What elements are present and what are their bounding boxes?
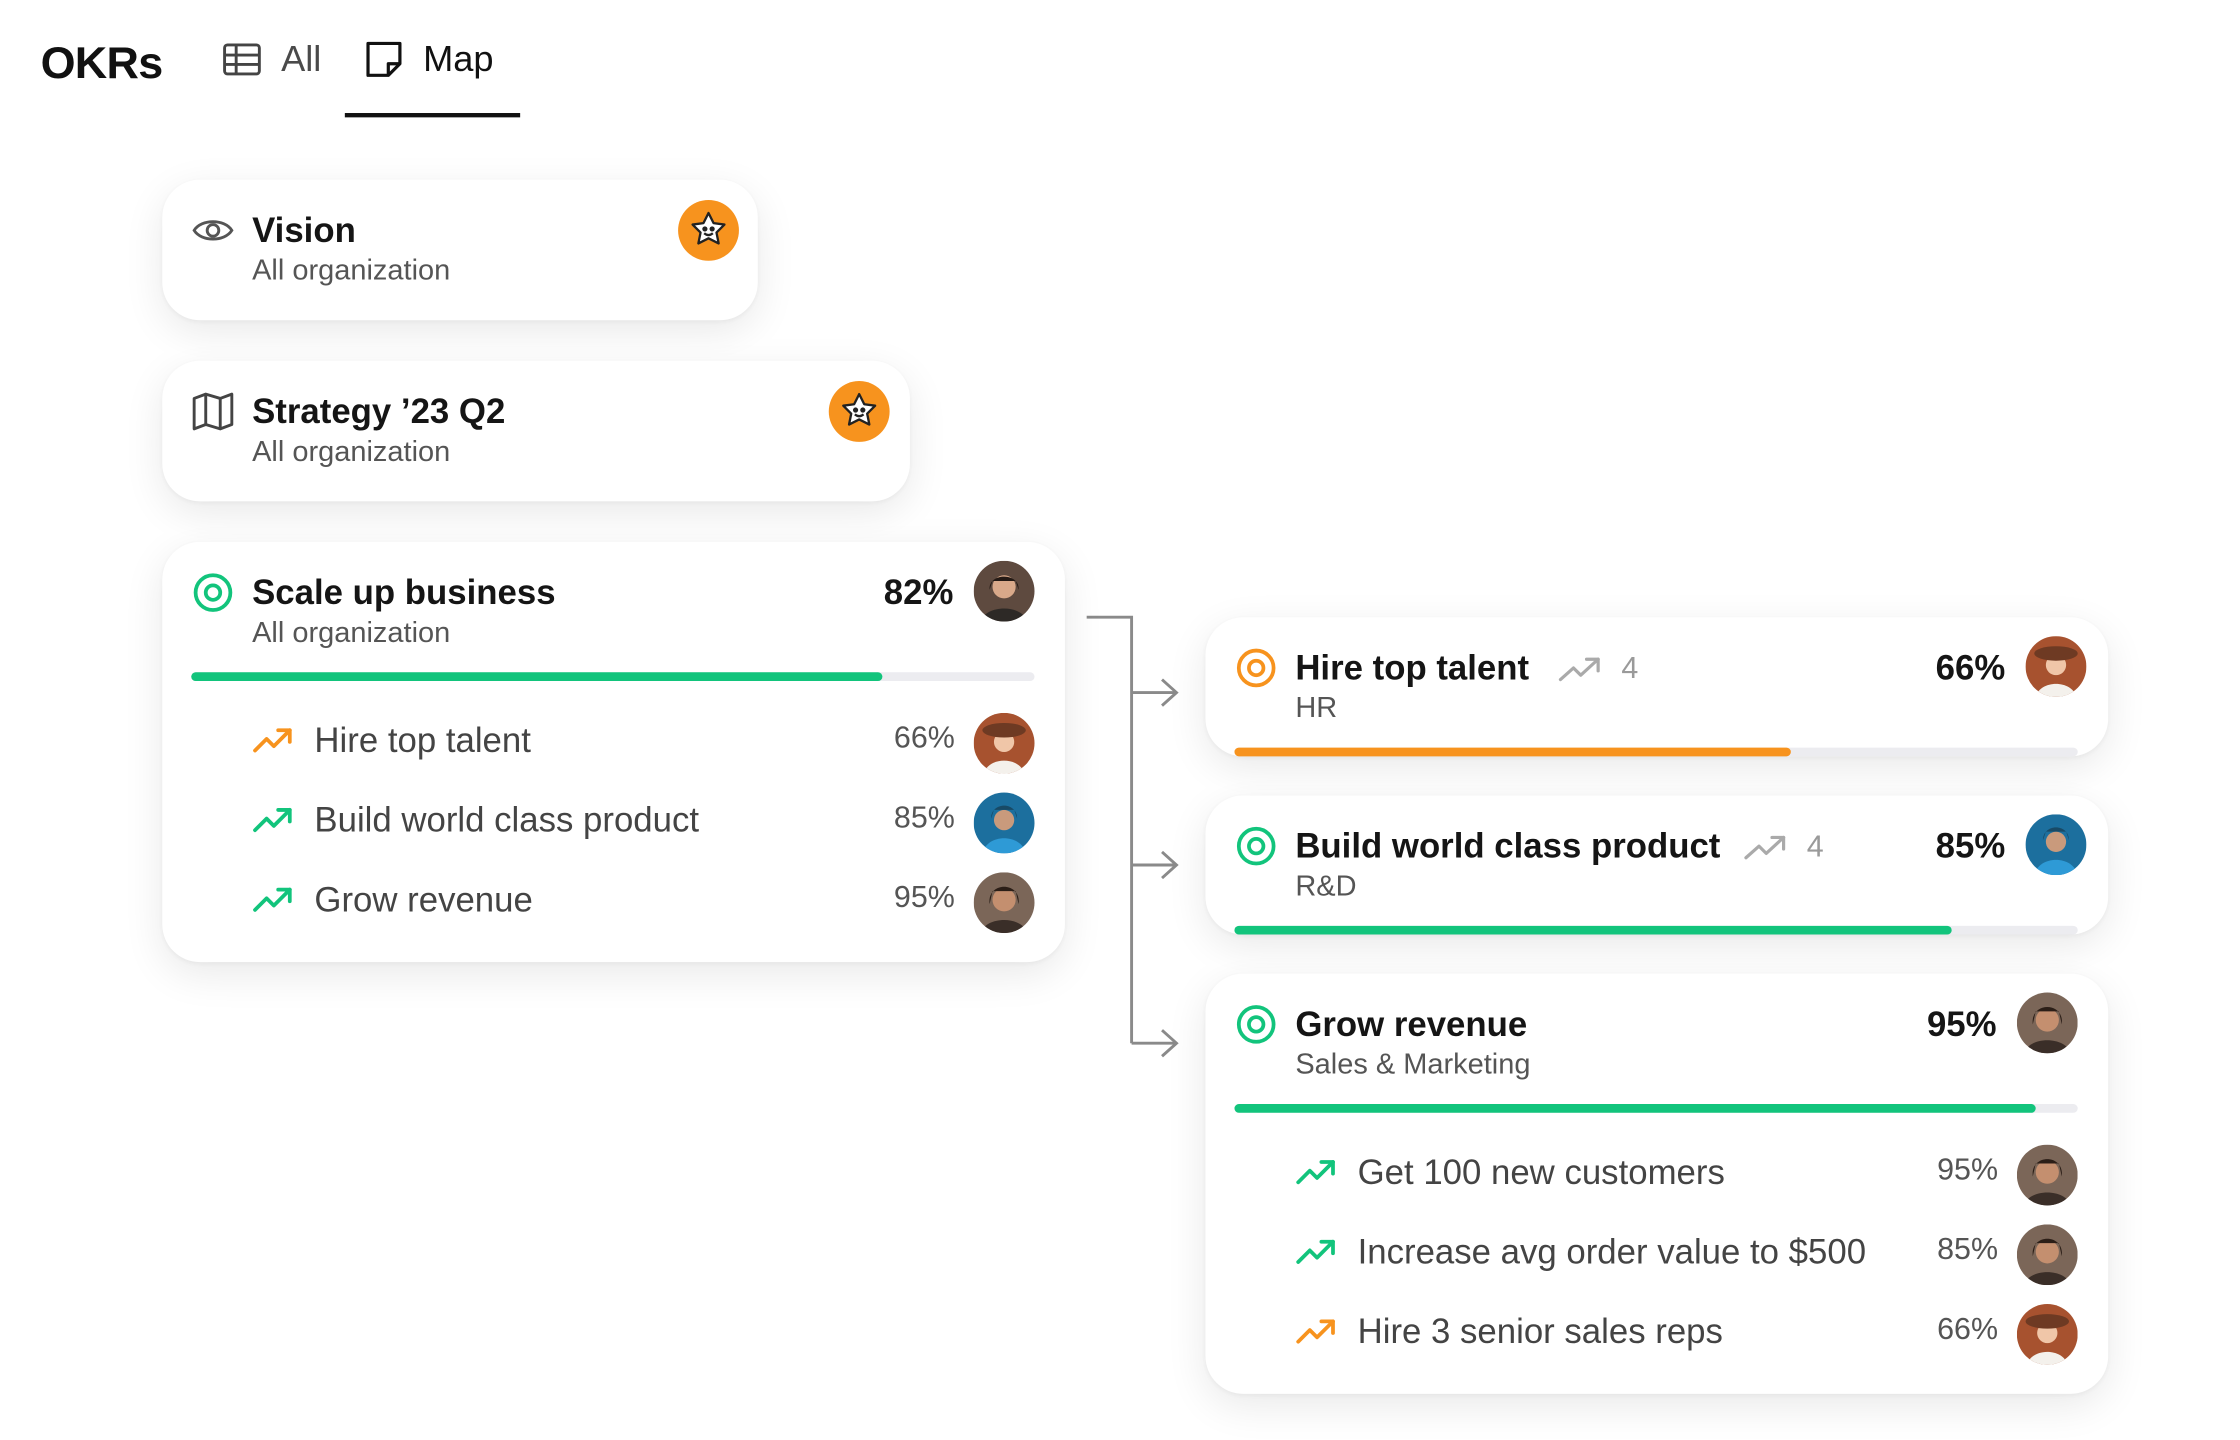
person-avatar-icon xyxy=(973,792,1035,854)
strategy-card[interactable]: Strategy ’23 Q2 All organization xyxy=(162,360,910,502)
objective-percent: 66% xyxy=(1935,649,2006,689)
person-avatar-icon xyxy=(973,560,1035,622)
key-result-label: Increase avg order value to $500 xyxy=(1357,1233,1867,1273)
objective-progress-bar xyxy=(191,672,1035,681)
target-icon xyxy=(1236,826,1276,866)
objective-title: Build world class product xyxy=(1295,827,1721,867)
vision-card[interactable]: Vision All organization xyxy=(162,179,758,321)
objective-card-build-product[interactable]: Build world class product 4 R&D 85% xyxy=(1205,795,2109,935)
trend-up-icon xyxy=(1296,1319,1335,1344)
key-result-label: Hire 3 senior sales reps xyxy=(1357,1312,1723,1352)
key-result-row[interactable]: Increase avg order value to $500 85% xyxy=(1295,1224,2078,1286)
table-icon xyxy=(223,43,261,76)
trend-up-icon xyxy=(253,887,292,912)
person-avatar-icon xyxy=(973,872,1035,934)
objective-progress-fill xyxy=(1234,925,1952,935)
key-result-percent: 85% xyxy=(893,801,955,835)
trend-up-icon xyxy=(253,808,292,833)
avatar[interactable] xyxy=(973,560,1035,622)
objective-card-hire-top-talent[interactable]: Hire top talent 4 HR 66% xyxy=(1205,617,2109,757)
objective-title: Scale up business xyxy=(252,573,556,613)
key-result-percent: 95% xyxy=(1937,1153,1999,1187)
vision-owner-badge[interactable] xyxy=(678,199,739,261)
trend-up-icon xyxy=(1296,1160,1335,1185)
trend-up-icon xyxy=(253,728,292,753)
key-result-label: Hire top talent xyxy=(314,721,531,761)
strategy-owner-badge[interactable] xyxy=(828,381,890,442)
key-result-label: Get 100 new customers xyxy=(1357,1153,1725,1193)
tab-map-label: Map xyxy=(423,38,494,79)
avatar[interactable] xyxy=(2016,1144,2078,1206)
avatar[interactable] xyxy=(2025,636,2087,697)
avatar[interactable] xyxy=(973,792,1035,854)
objective-card-scale-up[interactable]: Scale up business All organization 82% H… xyxy=(162,541,1065,963)
key-result-percent: 85% xyxy=(1937,1233,1999,1267)
person-avatar-icon xyxy=(2016,992,2078,1054)
target-icon xyxy=(193,573,233,612)
avatar[interactable] xyxy=(2016,992,2078,1054)
avatar[interactable] xyxy=(2016,1304,2078,1365)
trend-up-icon xyxy=(1558,657,1600,682)
objective-card-grow-revenue[interactable]: Grow revenue Sales & Marketing 95% Get 1… xyxy=(1205,973,2109,1394)
avatar[interactable] xyxy=(973,712,1035,774)
person-avatar-icon xyxy=(2016,1144,2078,1206)
eye-icon xyxy=(192,220,234,241)
strategy-subtitle: All organization xyxy=(252,436,451,468)
vision-subtitle: All organization xyxy=(252,255,451,287)
key-result-percent: 95% xyxy=(893,880,955,915)
objective-title: Grow revenue xyxy=(1295,1005,1528,1045)
objective-progress-fill xyxy=(1234,1104,2036,1113)
objective-percent: 85% xyxy=(1935,827,2006,867)
key-result-percent: 66% xyxy=(1937,1312,1999,1347)
trend-up-icon xyxy=(1296,1239,1335,1264)
objective-subtitle: All organization xyxy=(252,617,451,650)
trend-up-icon xyxy=(1744,835,1786,860)
tab-map[interactable]: Map xyxy=(362,38,494,81)
key-result-label: Grow revenue xyxy=(314,880,533,921)
target-icon xyxy=(1236,1005,1276,1044)
person-avatar-icon xyxy=(2025,636,2087,697)
objective-progress-bar xyxy=(1234,1104,2078,1113)
tab-all-label: All xyxy=(281,38,322,79)
person-avatar-icon xyxy=(2016,1304,2078,1365)
page-title: OKRs xyxy=(40,37,164,89)
map-icon xyxy=(192,392,234,431)
vision-title: Vision xyxy=(252,211,356,251)
objective-progress-bar xyxy=(1234,747,2078,757)
active-tab-indicator xyxy=(344,113,521,118)
strategy-title: Strategy ’23 Q2 xyxy=(252,392,506,432)
avatar[interactable] xyxy=(973,872,1035,934)
key-result-count: 4 xyxy=(1621,652,1639,686)
key-result-count: 4 xyxy=(1806,830,1824,864)
person-avatar-icon xyxy=(973,712,1035,774)
tab-all[interactable]: All xyxy=(220,38,321,81)
objective-progress-fill xyxy=(1234,747,1791,757)
star-face-icon xyxy=(691,211,726,245)
key-result-row[interactable]: Hire 3 senior sales reps 66% xyxy=(1295,1304,2078,1365)
sticky-note-icon xyxy=(366,41,402,77)
objective-title: Hire top talent xyxy=(1295,649,1530,689)
target-icon xyxy=(1236,648,1276,688)
objective-percent: 95% xyxy=(1926,1005,1997,1045)
objective-percent: 82% xyxy=(883,573,954,613)
objective-progress-fill xyxy=(191,672,883,681)
objective-progress-bar xyxy=(1234,925,2078,935)
key-result-percent: 66% xyxy=(893,721,955,755)
key-result-row[interactable]: Hire top talent 66% xyxy=(252,712,1035,774)
person-avatar-icon xyxy=(2016,1224,2078,1286)
objective-subtitle: HR xyxy=(1295,692,1338,725)
objective-subtitle: Sales & Marketing xyxy=(1295,1049,1531,1081)
key-result-row[interactable]: Get 100 new customers 95% xyxy=(1295,1144,2078,1206)
key-result-row[interactable]: Grow revenue 95% xyxy=(252,872,1035,934)
key-result-row[interactable]: Build world class product 85% xyxy=(252,792,1035,854)
key-result-label: Build world class product xyxy=(314,801,700,841)
avatar[interactable] xyxy=(2025,814,2087,876)
avatar[interactable] xyxy=(2016,1224,2078,1286)
star-face-icon xyxy=(842,392,877,426)
objective-subtitle: R&D xyxy=(1295,870,1357,903)
person-avatar-icon xyxy=(2025,814,2087,876)
